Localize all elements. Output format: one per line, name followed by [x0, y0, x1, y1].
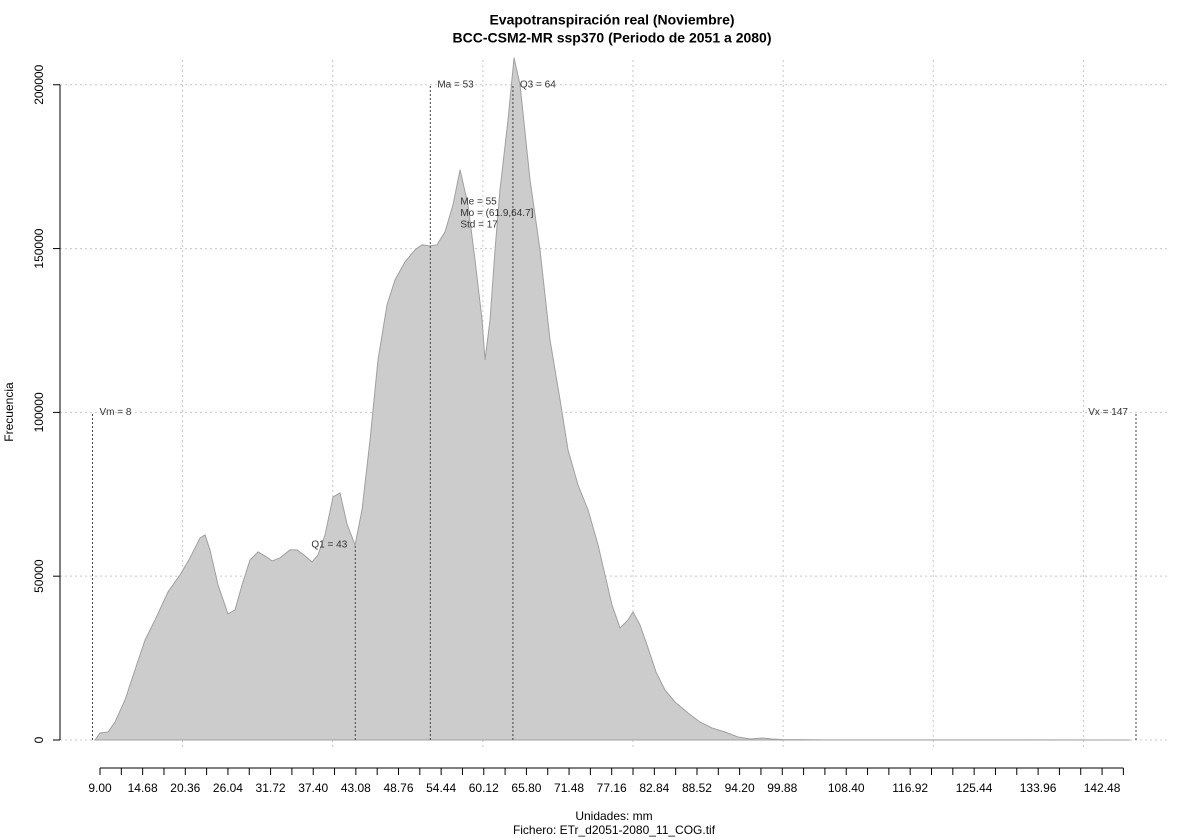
x-tick-label: 14.68 [128, 781, 158, 795]
x-tick-label: 116.92 [892, 781, 928, 795]
x-axis-label-file: Fichero: ETr_d2051-2080_11_COG.tif [513, 823, 716, 837]
stat-text: Std = 17 [460, 220, 498, 231]
x-tick-label: 20.36 [170, 781, 200, 795]
x-tick-label: 77.16 [597, 781, 627, 795]
x-tick-label: 48.76 [383, 781, 413, 795]
x-tick-label: 31.72 [256, 781, 286, 795]
y-tick-label: 0 [32, 736, 46, 743]
stat-marker-label: Q1 = 43 [311, 540, 347, 551]
x-tick-label: 133.96 [1020, 781, 1057, 795]
x-tick-label: 71.48 [554, 781, 584, 795]
x-tick-label: 43.08 [341, 781, 371, 795]
y-tick-label: 200000 [32, 64, 46, 104]
x-tick-label: 82.84 [639, 781, 669, 795]
x-tick-label: 9.00 [88, 781, 112, 795]
chart-title: Evapotranspiración real (Noviembre) [489, 12, 734, 28]
x-tick-label: 99.88 [767, 781, 797, 795]
x-tick-label: 54.44 [426, 781, 456, 795]
stat-text: Me = 55 [460, 197, 497, 208]
stat-marker-label: Vm = 8 [100, 407, 132, 418]
y-tick-label: 150000 [32, 228, 46, 268]
chart-subtitle: BCC-CSM2-MR ssp370 (Periodo de 2051 a 20… [453, 30, 772, 46]
stat-text: Mo = (61.9,64.7] [460, 208, 533, 219]
stat-marker-label: Q3 = 64 [520, 79, 556, 90]
x-tick-label: 142.48 [1084, 781, 1121, 795]
x-tick-label: 88.52 [682, 781, 712, 795]
density-area [94, 57, 1130, 741]
y-axis-label: Frecuencia [2, 382, 16, 442]
x-tick-label: 37.40 [298, 781, 328, 795]
x-tick-label: 108.40 [828, 781, 865, 795]
x-tick-label: 26.04 [213, 781, 243, 795]
x-tick-label: 125.44 [956, 781, 993, 795]
y-tick-label: 50000 [32, 559, 46, 593]
x-axis-label: Unidades: mm [575, 809, 652, 823]
x-tick-label: 94.20 [725, 781, 755, 795]
x-tick-label: 60.12 [469, 781, 499, 795]
stat-marker-label: Ma = 53 [437, 79, 474, 90]
x-tick-label: 65.80 [511, 781, 541, 795]
y-tick-label: 100000 [32, 392, 46, 432]
stat-marker-label: Vx = 147 [1088, 407, 1128, 418]
